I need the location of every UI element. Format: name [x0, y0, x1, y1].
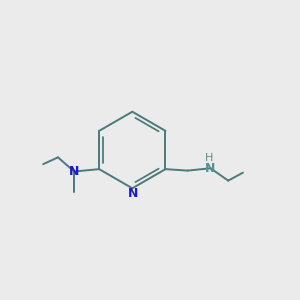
Text: N: N	[69, 165, 79, 178]
Text: H: H	[205, 153, 213, 163]
Text: N: N	[128, 187, 138, 200]
Text: N: N	[205, 162, 216, 175]
